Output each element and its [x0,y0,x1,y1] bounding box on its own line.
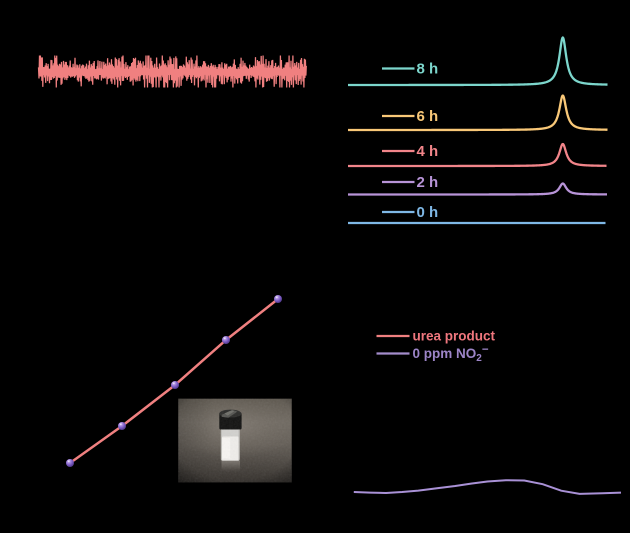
svg-text:8 h: 8 h [417,61,439,78]
svg-text:0 h: 0 h [417,204,439,221]
svg-text:2 h: 2 h [417,174,439,191]
svg-text:urea product: urea product [413,329,496,344]
svg-text:6 h: 6 h [417,108,439,125]
svg-text:0 ppm NO2−: 0 ppm NO2− [413,344,489,364]
svg-text:4 h: 4 h [417,143,439,160]
